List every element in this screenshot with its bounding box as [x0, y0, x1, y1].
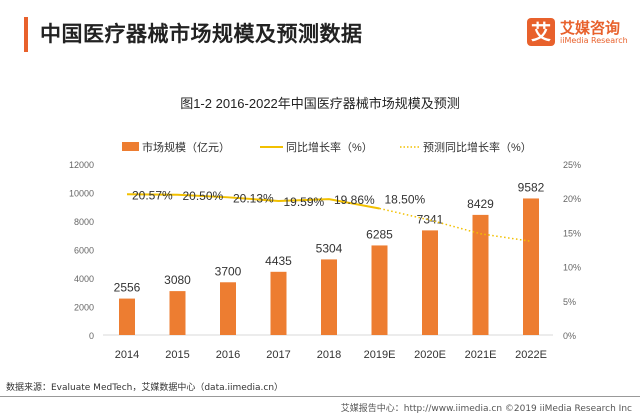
bar: [472, 214, 489, 335]
y-right-tick-label: 20%: [563, 194, 581, 204]
x-tick-label: 2021E: [465, 349, 497, 361]
logo: 艾 艾媒咨询 iiMedia Research: [527, 18, 640, 50]
y-left-tick-label: 8000: [74, 217, 94, 227]
growth-rate-label: 20.57%: [132, 188, 173, 202]
bar: [523, 198, 539, 335]
x-tick-label: 2019E: [364, 349, 396, 361]
footer-copyright: 艾媒报告中心：http://www.iimedia.cn ©2019 iiMed…: [340, 404, 632, 414]
growth-rate-label: 19.86%: [334, 193, 375, 207]
bar: [169, 291, 186, 335]
logo-mark: 艾: [527, 18, 555, 46]
y-left-tick-label: 12000: [69, 160, 94, 170]
y-right-tick-label: 25%: [563, 160, 581, 170]
x-tick-label: 2016: [216, 349, 240, 361]
chart-title: 图1-2 2016-2022年中国医疗器械市场规模及预测: [180, 96, 460, 111]
bar: [220, 282, 236, 335]
y-right-tick-label: 10%: [563, 263, 581, 273]
page-title: 中国医疗器械市场规模及预测数据: [40, 22, 363, 46]
y-right-tick-label: 15%: [563, 228, 581, 238]
logo-text-cn: 艾媒咨询: [560, 19, 621, 37]
logo-text-en: iiMedia Research: [560, 36, 628, 45]
bar-value-label: 2556: [114, 281, 141, 295]
bar-value-label: 4435: [265, 254, 292, 268]
legend-swatch-bar: [122, 142, 139, 151]
y-left-tick-label: 10000: [69, 189, 94, 199]
y-left-tick-label: 6000: [74, 246, 94, 256]
x-tick-label: 2015: [165, 349, 189, 361]
data-source: 数据来源：Evaluate MedTech，艾媒数据中心（data.iimedi…: [6, 383, 284, 393]
bar-value-label: 6285: [366, 227, 393, 241]
growth-rate-label: 19.59%: [284, 195, 325, 209]
growth-rate-label: 20.50%: [183, 189, 224, 203]
bar: [119, 298, 135, 335]
x-tick-label: 2014: [115, 349, 139, 361]
bar: [422, 230, 438, 335]
x-tick-label: 2020E: [414, 349, 446, 361]
bar: [321, 259, 337, 335]
y-left-tick-label: 2000: [74, 303, 94, 313]
legend-label: 预测同比增长率（%）: [423, 140, 532, 154]
bar-value-label: 8429: [467, 197, 494, 211]
legend-label: 市场规模（亿元）: [142, 140, 230, 154]
y-right-tick-label: 0%: [563, 331, 576, 341]
y-right-tick-label: 5%: [563, 297, 576, 307]
growth-rate-label: 18.50%: [385, 192, 426, 206]
bar-value-label: 3080: [164, 273, 191, 287]
title-accent-bar: [24, 17, 28, 52]
forecast-growth-rate-line: [379, 207, 532, 243]
x-tick-label: 2022E: [515, 349, 547, 361]
growth-rate-label: 20.13%: [233, 191, 274, 205]
footer-divider: [0, 396, 640, 397]
y-left-tick-label: 0: [89, 331, 94, 341]
bar-value-label: 7341: [417, 212, 444, 226]
bar-value-label: 9582: [518, 180, 545, 194]
bar: [371, 245, 388, 335]
x-tick-label: 2017: [266, 349, 290, 361]
x-tick-label: 2018: [317, 349, 341, 361]
legend-label: 同比增长率（%）: [286, 140, 373, 154]
growth-rate-line: [126, 193, 380, 210]
y-left-tick-label: 4000: [74, 274, 94, 284]
bar-value-label: 3700: [215, 264, 242, 278]
bar: [270, 271, 287, 335]
bar-value-label: 5304: [316, 241, 343, 255]
